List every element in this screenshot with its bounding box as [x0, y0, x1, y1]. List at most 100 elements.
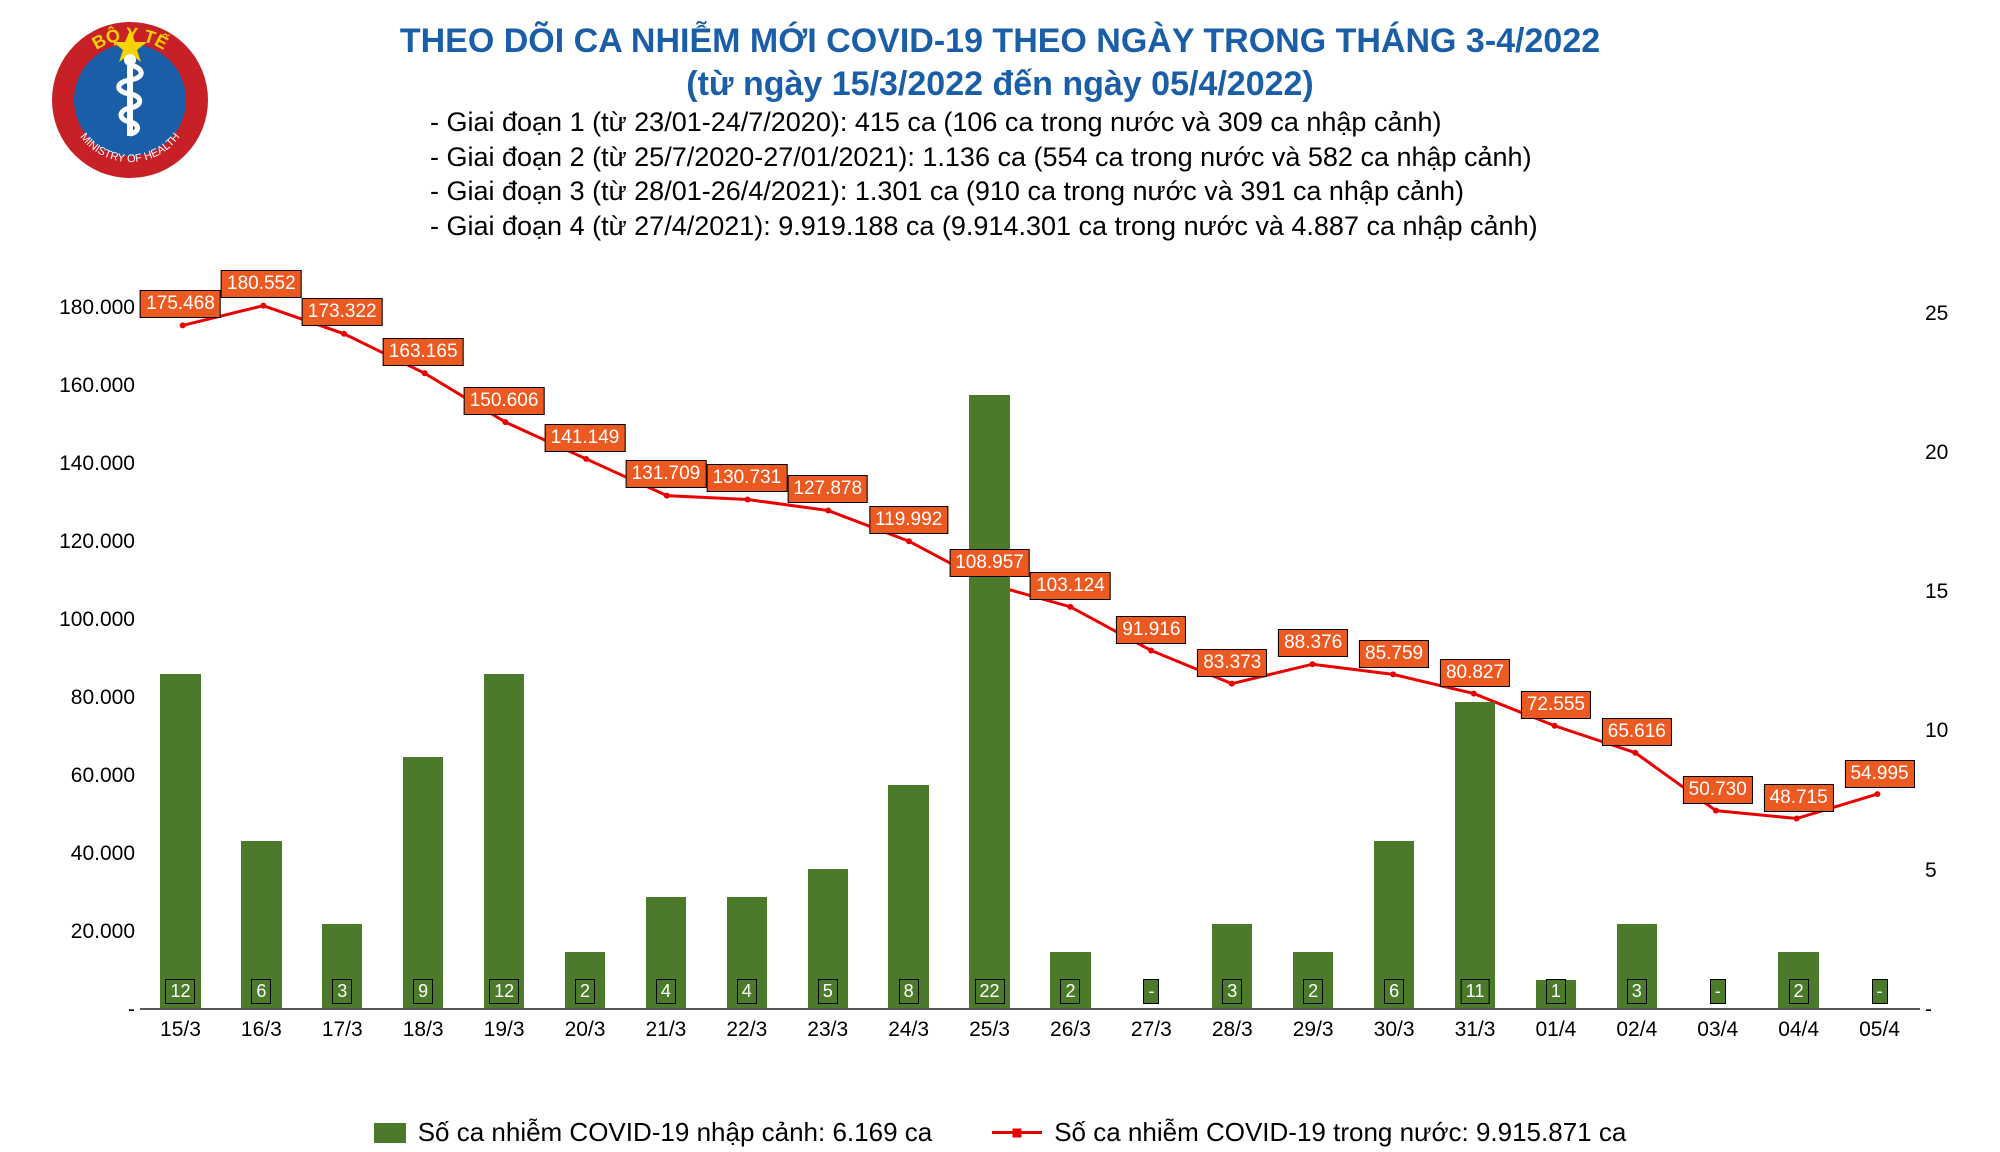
line-label: 173.322	[302, 298, 383, 326]
x-tick: 27/3	[1131, 1018, 1172, 1042]
chart-title-2: (từ ngày 15/3/2022 đến ngày 05/4/2022)	[0, 63, 2000, 106]
y2-tick: 10	[1925, 719, 1975, 743]
info-line: - Giai đoạn 2 (từ 25/7/2020-27/01/2021):…	[430, 140, 1930, 175]
line-marker	[583, 456, 589, 462]
bar-label: 12	[165, 979, 195, 1004]
y1-tick: 120.000	[35, 530, 135, 554]
bar	[403, 757, 443, 1008]
plot-area: 126391224458222-3261113-2-175.468180.552…	[140, 230, 1920, 1010]
line-marker	[1632, 750, 1638, 756]
bar	[888, 785, 928, 1008]
x-tick: 31/3	[1455, 1018, 1496, 1042]
line-label: 85.759	[1359, 640, 1429, 668]
x-tick: 18/3	[403, 1018, 444, 1042]
line-marker	[1874, 791, 1880, 797]
legend-line-text: Số ca nhiễm COVID-19 trong nước: 9.915.8…	[1054, 1117, 1626, 1148]
bar-label: 12	[489, 979, 519, 1004]
x-tick: 29/3	[1293, 1018, 1334, 1042]
line-marker	[1471, 691, 1477, 697]
x-tick: 16/3	[241, 1018, 282, 1042]
x-tick: 19/3	[484, 1018, 525, 1042]
x-tick: 22/3	[726, 1018, 767, 1042]
y1-tick: 40.000	[35, 842, 135, 866]
bar	[969, 395, 1009, 1008]
covid-chart: 126391224458222-3261113-2-175.468180.552…	[20, 230, 1980, 1060]
bar-label: 8	[899, 979, 919, 1004]
bar	[1455, 702, 1495, 1008]
line-marker	[341, 331, 347, 337]
legend-line-swatch	[992, 1131, 1042, 1134]
bar-label: 2	[1060, 979, 1080, 1004]
bar-label: 2	[575, 979, 595, 1004]
y2-tick: 25	[1925, 302, 1975, 326]
bar-label: 3	[332, 979, 352, 1004]
line-marker	[1390, 671, 1396, 677]
x-tick: 05/4	[1859, 1018, 1900, 1042]
line-marker	[1148, 647, 1154, 653]
bar	[160, 674, 200, 1008]
line-marker	[1067, 604, 1073, 610]
bar-label: 9	[413, 979, 433, 1004]
y1-tick: 100.000	[35, 608, 135, 632]
legend-bar-swatch	[374, 1123, 406, 1143]
bar	[484, 674, 524, 1008]
info-line: - Giai đoạn 3 (từ 28/01-26/4/2021): 1.30…	[430, 174, 1930, 209]
line-marker	[745, 496, 751, 502]
line-label: 163.165	[383, 338, 464, 366]
legend-line-item: Số ca nhiễm COVID-19 trong nước: 9.915.8…	[992, 1117, 1626, 1148]
line-label: 91.916	[1116, 616, 1186, 644]
x-tick: 26/3	[1050, 1018, 1091, 1042]
line-label: 48.715	[1764, 784, 1834, 812]
y1-tick: 60.000	[35, 764, 135, 788]
line-marker	[1713, 808, 1719, 814]
line-label: 88.376	[1278, 629, 1348, 657]
bar-label: -	[1872, 979, 1888, 1004]
line-marker	[1229, 681, 1235, 687]
bar-label: 4	[737, 979, 757, 1004]
x-tick: 21/3	[645, 1018, 686, 1042]
line-label: 180.552	[221, 270, 302, 298]
line-marker	[825, 508, 831, 514]
line-label: 119.992	[869, 506, 948, 534]
line-marker	[180, 322, 186, 328]
bar-label: 3	[1222, 979, 1242, 1004]
x-tick: 24/3	[888, 1018, 929, 1042]
y2-tick: 20	[1925, 441, 1975, 465]
line-label: 127.878	[787, 475, 868, 503]
line-label: 108.957	[949, 549, 1030, 577]
x-tick: 20/3	[565, 1018, 606, 1042]
line-marker	[260, 303, 266, 309]
line-label: 50.730	[1683, 776, 1753, 804]
line-marker	[422, 370, 428, 376]
line-label: 150.606	[464, 387, 545, 415]
bar-label: 2	[1789, 979, 1809, 1004]
line-label: 54.995	[1844, 760, 1914, 788]
bar-label: 6	[251, 979, 271, 1004]
y1-tick: -	[35, 998, 135, 1022]
legend: Số ca nhiễm COVID-19 nhập cảnh: 6.169 ca…	[0, 1117, 2000, 1148]
line-label: 131.709	[626, 460, 707, 488]
x-tick: 03/4	[1697, 1018, 1738, 1042]
y1-tick: 80.000	[35, 686, 135, 710]
line-label: 175.468	[140, 290, 221, 318]
chart-title-block: THEO DÕI CA NHIỄM MỚI COVID-19 THEO NGÀY…	[0, 20, 2000, 105]
y2-tick: -	[1925, 998, 1975, 1022]
line-marker	[664, 493, 670, 499]
line-label: 83.373	[1197, 649, 1267, 677]
chart-info-block: - Giai đoạn 1 (từ 23/01-24/7/2020): 415 …	[430, 105, 1930, 243]
line-marker	[906, 538, 912, 544]
x-tick: 04/4	[1778, 1018, 1819, 1042]
x-tick: 25/3	[969, 1018, 1010, 1042]
line-marker	[1309, 661, 1315, 667]
y2-tick: 15	[1925, 580, 1975, 604]
bar-label: 1	[1546, 979, 1566, 1004]
line-label: 80.827	[1440, 659, 1510, 687]
bar-label: -	[1143, 979, 1159, 1004]
line-label: 103.124	[1030, 572, 1111, 600]
x-tick: 30/3	[1374, 1018, 1415, 1042]
x-tick: 01/4	[1535, 1018, 1576, 1042]
line-label: 141.149	[545, 424, 626, 452]
chart-title-1: THEO DÕI CA NHIỄM MỚI COVID-19 THEO NGÀY…	[0, 20, 2000, 63]
y2-tick: 5	[1925, 859, 1975, 883]
x-tick: 23/3	[807, 1018, 848, 1042]
